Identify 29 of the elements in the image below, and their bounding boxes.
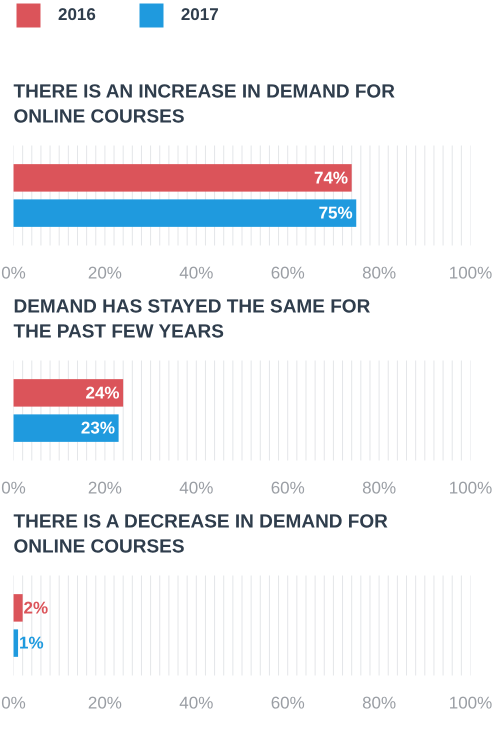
- data-label: 23%: [80, 418, 115, 438]
- data-label: 2%: [24, 598, 48, 618]
- x-tick-label: 20%: [88, 478, 122, 498]
- x-tick-label: 40%: [179, 264, 214, 282]
- x-tick-label: 80%: [362, 478, 396, 498]
- x-tick-label: 80%: [362, 694, 396, 712]
- x-tick-label: 100%: [448, 264, 492, 282]
- x-tick-label: 20%: [88, 264, 122, 282]
- data-label: 1%: [18, 634, 44, 653]
- x-tick-label: 60%: [270, 264, 305, 282]
- data-label: 75%: [318, 204, 353, 223]
- x-tick-label: 0%: [1, 264, 26, 282]
- chart-title: THERE IS A DECREASE IN DEMAND FOR ONLINE COURSES: [14, 511, 388, 558]
- legend-label: 2016: [58, 4, 96, 26]
- x-tick-label: 40%: [179, 478, 214, 498]
- x-tick-label: 40%: [179, 694, 214, 712]
- data-label: 24%: [86, 383, 120, 402]
- x-tick-label: 60%: [270, 478, 305, 498]
- x-tick-label: 0%: [1, 478, 26, 498]
- chart-title: DEMAND HAS STAYED THE SAME FOR THE PAST FEW YEARS: [14, 296, 371, 342]
- x-tick-label: 20%: [88, 694, 122, 712]
- x-tick-label: 100%: [448, 694, 492, 712]
- x-tick-label: 100%: [448, 478, 492, 498]
- legend-label: 2017: [180, 4, 219, 26]
- data-label: 74%: [314, 168, 348, 188]
- x-tick-label: 60%: [270, 694, 305, 712]
- x-tick-label: 80%: [362, 264, 396, 282]
- chart-title: THERE IS AN INCREASE IN DEMAND FOR ONLINE COURSES: [14, 81, 396, 128]
- x-tick-label: 0%: [1, 694, 26, 712]
